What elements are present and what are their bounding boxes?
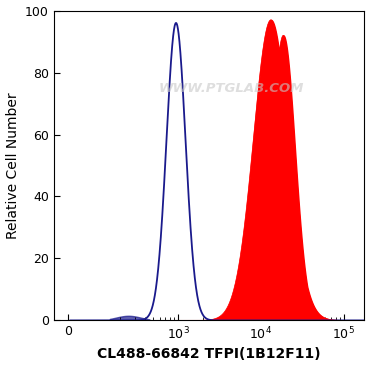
X-axis label: CL488-66842 TFPI(1B12F11): CL488-66842 TFPI(1B12F11) [97,348,321,361]
Y-axis label: Relative Cell Number: Relative Cell Number [6,92,20,239]
Text: WWW.PTGLAB.COM: WWW.PTGLAB.COM [158,81,303,95]
